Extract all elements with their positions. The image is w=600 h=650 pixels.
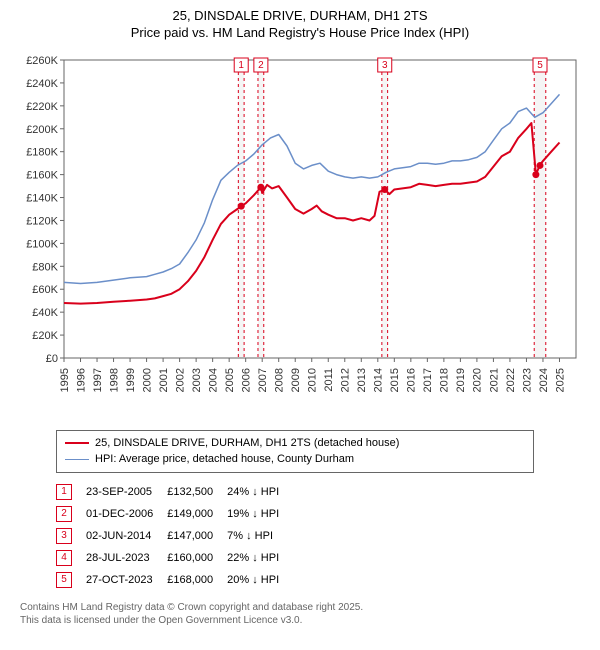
svg-text:£80K: £80K (32, 261, 58, 273)
table-row: 4 28-JUL-2023£160,00022% ↓ HPI (56, 547, 293, 569)
svg-text:2012: 2012 (340, 368, 352, 392)
svg-text:2020: 2020 (472, 368, 484, 392)
svg-text:2016: 2016 (406, 368, 418, 392)
sale-delta: 24% ↓ HPI (227, 481, 293, 503)
sale-delta: 20% ↓ HPI (227, 569, 293, 591)
svg-text:2008: 2008 (274, 368, 286, 392)
svg-text:£160K: £160K (26, 169, 58, 181)
sale-marker: 2 (56, 506, 72, 522)
sale-price: £149,000 (167, 503, 227, 525)
legend-swatch (65, 459, 89, 460)
svg-text:£40K: £40K (32, 307, 58, 319)
chart-title: 25, DINSDALE DRIVE, DURHAM, DH1 2TS Pric… (10, 8, 590, 42)
svg-text:£180K: £180K (26, 146, 58, 158)
svg-text:2024: 2024 (538, 368, 550, 392)
svg-text:£200K: £200K (26, 124, 58, 136)
svg-text:2: 2 (258, 60, 264, 71)
svg-text:£240K: £240K (26, 78, 58, 90)
svg-text:1997: 1997 (92, 368, 104, 392)
chart-container: 25, DINSDALE DRIVE, DURHAM, DH1 2TS Pric… (0, 0, 600, 633)
svg-text:2015: 2015 (389, 368, 401, 392)
svg-text:1998: 1998 (108, 368, 120, 392)
legend-label: HPI: Average price, detached house, Coun… (95, 451, 354, 468)
svg-text:2006: 2006 (241, 368, 253, 392)
sale-price: £132,500 (167, 481, 227, 503)
legend: 25, DINSDALE DRIVE, DURHAM, DH1 2TS (det… (56, 430, 534, 473)
legend-label: 25, DINSDALE DRIVE, DURHAM, DH1 2TS (det… (95, 435, 399, 452)
svg-text:£20K: £20K (32, 330, 58, 342)
svg-text:5: 5 (537, 60, 543, 71)
svg-text:2004: 2004 (207, 368, 219, 392)
svg-text:£100K: £100K (26, 238, 58, 250)
svg-text:2009: 2009 (290, 368, 302, 392)
sale-price: £160,000 (167, 547, 227, 569)
table-row: 2 01-DEC-2006£149,00019% ↓ HPI (56, 503, 293, 525)
svg-text:1996: 1996 (75, 368, 87, 392)
svg-text:2019: 2019 (455, 368, 467, 392)
legend-swatch (65, 442, 89, 444)
svg-text:£220K: £220K (26, 101, 58, 113)
sale-date: 27-OCT-2023 (86, 569, 167, 591)
sale-marker: 3 (56, 528, 72, 544)
legend-row: HPI: Average price, detached house, Coun… (65, 451, 525, 468)
svg-text:£120K: £120K (26, 215, 58, 227)
svg-text:2018: 2018 (439, 368, 451, 392)
svg-text:2007: 2007 (257, 368, 269, 392)
svg-text:2021: 2021 (488, 368, 500, 392)
sale-price: £168,000 (167, 569, 227, 591)
svg-text:2017: 2017 (422, 368, 434, 392)
svg-text:2011: 2011 (323, 368, 335, 392)
title-line-1: 25, DINSDALE DRIVE, DURHAM, DH1 2TS (172, 8, 427, 23)
sale-marker: 4 (56, 550, 72, 566)
svg-text:2001: 2001 (158, 368, 170, 392)
svg-text:£260K: £260K (26, 55, 58, 67)
svg-text:£140K: £140K (26, 192, 58, 204)
title-line-2: Price paid vs. HM Land Registry's House … (131, 25, 469, 40)
svg-text:2025: 2025 (554, 368, 566, 392)
svg-text:2010: 2010 (307, 368, 319, 392)
sale-date: 01-DEC-2006 (86, 503, 167, 525)
footer-line-2: This data is licensed under the Open Gov… (20, 615, 302, 626)
table-row: 1 23-SEP-2005£132,50024% ↓ HPI (56, 481, 293, 503)
svg-text:£60K: £60K (32, 284, 58, 296)
sales-table: 1 23-SEP-2005£132,50024% ↓ HPI 2 01-DEC-200… (56, 481, 293, 591)
sale-marker: 5 (56, 572, 72, 588)
sale-date: 28-JUL-2023 (86, 547, 167, 569)
chart-plot: £0 £20K £40K £60K £80K £100K £120K £140K £160K £1… (10, 46, 590, 426)
svg-text:1: 1 (238, 60, 244, 71)
svg-text:2000: 2000 (141, 368, 153, 392)
chart-svg: £0 £20K £40K £60K £80K £100K £120K £140K £160K £1… (10, 46, 590, 426)
svg-text:1999: 1999 (125, 368, 137, 392)
svg-text:1995: 1995 (59, 368, 71, 392)
svg-text:2013: 2013 (356, 368, 368, 392)
sale-delta: 22% ↓ HPI (227, 547, 293, 569)
svg-text:3: 3 (382, 60, 388, 71)
svg-text:2022: 2022 (505, 368, 517, 392)
table-row: 5 27-OCT-2023£168,00020% ↓ HPI (56, 569, 293, 591)
footer-line-1: Contains HM Land Registry data © Crown c… (20, 602, 363, 613)
sale-date: 23-SEP-2005 (86, 481, 167, 503)
sale-marker: 1 (56, 484, 72, 500)
sale-price: £147,000 (167, 525, 227, 547)
sale-date: 02-JUN-2014 (86, 525, 167, 547)
sale-delta: 7% ↓ HPI (227, 525, 293, 547)
footer-attribution: Contains HM Land Registry data © Crown c… (20, 601, 590, 627)
table-row: 3 02-JUN-2014£147,0007% ↓ HPI (56, 525, 293, 547)
sale-delta: 19% ↓ HPI (227, 503, 293, 525)
svg-text:2003: 2003 (191, 368, 203, 392)
svg-text:2023: 2023 (521, 368, 533, 392)
svg-text:2005: 2005 (224, 368, 236, 392)
svg-text:2002: 2002 (174, 368, 186, 392)
svg-text:2014: 2014 (373, 368, 385, 392)
svg-text:£0: £0 (46, 353, 58, 365)
legend-row: 25, DINSDALE DRIVE, DURHAM, DH1 2TS (det… (65, 435, 525, 452)
